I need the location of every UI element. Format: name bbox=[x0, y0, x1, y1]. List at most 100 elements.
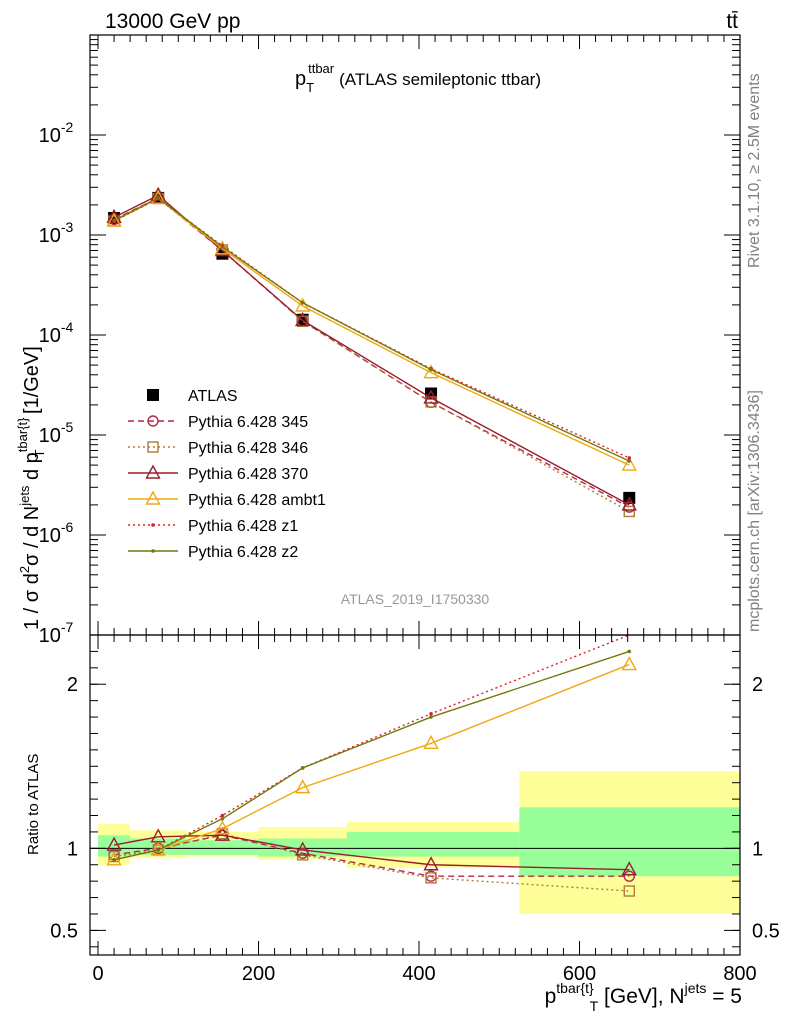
ratio-point-1-5 bbox=[623, 885, 635, 897]
main-y-axis-title: 1 / σ d2σ / d Njets d ptbar{t}T [1/GeV] bbox=[15, 346, 47, 630]
ratio-y-tick-label-right: 1 bbox=[752, 838, 763, 860]
main-y-tick-exponent: -5 bbox=[61, 419, 74, 435]
main-y-tick-exponent: -4 bbox=[61, 319, 74, 335]
legend-label-6: Pythia 6.428 z2 bbox=[188, 544, 298, 561]
main-point-5-5 bbox=[627, 456, 632, 460]
ratio-point-3-4 bbox=[423, 734, 439, 750]
main-point-4-0 bbox=[106, 212, 122, 227]
main-y-tick-base: 10 bbox=[39, 125, 61, 147]
legend-marker-5 bbox=[151, 523, 155, 527]
ratio-series-line-4 bbox=[113, 634, 630, 861]
ratio-point-4-2 bbox=[220, 813, 225, 818]
x-axis-title: ptbar{t} T [GeV], Njets = 5 bbox=[545, 980, 742, 1014]
x-tick-label-0: 0 bbox=[92, 963, 103, 985]
legend-label-1: Pythia 6.428 345 bbox=[188, 414, 308, 431]
main-y-tick-exponent: -3 bbox=[61, 219, 74, 235]
main-y-tick-label: 10-3 bbox=[39, 219, 74, 247]
xlabel-c: T bbox=[590, 998, 599, 1014]
ratio-point-5-1 bbox=[156, 848, 161, 852]
ratio-point-3-5 bbox=[621, 656, 637, 671]
main-series-4 bbox=[106, 189, 637, 471]
ratio-series-line-2 bbox=[113, 834, 630, 871]
legend-marker-6 bbox=[151, 549, 155, 553]
ylabel-c: σ / d N bbox=[21, 506, 43, 566]
legend-label-5: Pythia 6.428 z1 bbox=[188, 518, 298, 535]
main-point-6-2 bbox=[220, 245, 225, 249]
main-point-2-5 bbox=[623, 505, 635, 518]
x-tick-label-200: 200 bbox=[242, 963, 275, 985]
title-symbol-sup: ttbar bbox=[308, 61, 335, 76]
xlabel-e: jets bbox=[684, 980, 707, 996]
stat-uncertainty-band-5 bbox=[519, 807, 740, 877]
main-y-tick-label: 10-2 bbox=[39, 119, 74, 147]
legend-entry-5: Pythia 6.428 z1 bbox=[128, 518, 298, 535]
main-y-tick-base: 10 bbox=[39, 525, 61, 547]
legend-entry-4: Pythia 6.428 ambt1 bbox=[128, 490, 326, 509]
ratio-point-4-4 bbox=[429, 711, 433, 716]
ratio-panel-frame bbox=[89, 634, 741, 956]
main-point-6-3 bbox=[300, 300, 305, 305]
ratio-panel-series bbox=[106, 634, 637, 897]
ylabel-g: T bbox=[32, 450, 47, 458]
legend-entry-0: ATLAS bbox=[147, 388, 238, 405]
ratio-point-3-2 bbox=[214, 820, 231, 835]
ratio-point-5-3 bbox=[300, 766, 305, 770]
axis-ticks bbox=[90, 34, 741, 955]
stat-uncertainty-band-0 bbox=[98, 835, 131, 857]
main-series-1 bbox=[108, 192, 635, 513]
ratio-point-0-5 bbox=[623, 870, 635, 882]
main-point-4-1 bbox=[150, 189, 166, 205]
analysis-label: ATLAS_2019_I1750330 bbox=[341, 591, 490, 607]
legend-label-4: Pythia 6.428 ambt1 bbox=[188, 492, 326, 509]
ylabel-d: jets bbox=[17, 485, 32, 507]
xlabel-b: tbar{t} bbox=[556, 980, 594, 996]
legend-entry-1: Pythia 6.428 345 bbox=[128, 414, 308, 431]
main-point-3-5 bbox=[621, 496, 637, 511]
main-y-tick-base: 10 bbox=[39, 225, 61, 247]
main-y-tick-exponent: -6 bbox=[61, 519, 74, 535]
ratio-point-3-3 bbox=[294, 779, 311, 794]
uncertainty-bands bbox=[98, 771, 740, 914]
ratio-series-line-5 bbox=[113, 650, 630, 861]
ratio-y-tick-label-left: 2 bbox=[67, 674, 78, 696]
legend-marker-0 bbox=[147, 389, 159, 401]
ratio-point-5-0 bbox=[112, 858, 116, 862]
main-y-tick-label: 10-5 bbox=[39, 419, 74, 447]
process-label: tt̄ bbox=[726, 10, 738, 33]
ratio-point-5-2 bbox=[220, 816, 225, 821]
axis-tick-labels: 0 200 400 600 80010-710-610-510-410-310-20.5… bbox=[39, 119, 780, 985]
legend-entry-6: Pythia 6.428 z2 bbox=[128, 544, 298, 561]
main-series-0 bbox=[108, 191, 636, 504]
legend-marker-4 bbox=[145, 490, 161, 505]
main-point-4-2 bbox=[214, 240, 231, 255]
ylabel-a: 1 / σ d bbox=[21, 573, 43, 630]
ratio-point-5-4 bbox=[429, 715, 433, 719]
main-y-tick-exponent: -7 bbox=[61, 619, 74, 635]
main-panel-series bbox=[106, 186, 637, 518]
main-point-3-3 bbox=[294, 311, 311, 327]
legend-label-3: Pythia 6.428 370 bbox=[188, 466, 308, 483]
legend-entry-3: Pythia 6.428 370 bbox=[128, 464, 308, 483]
ratio-point-2-0 bbox=[106, 836, 122, 851]
stat-uncertainty-band-4 bbox=[346, 831, 520, 857]
main-y-tick-label: 10-7 bbox=[39, 619, 74, 647]
ratio-y-tick-label-left: 0.5 bbox=[50, 920, 78, 942]
ylabel-e: d p bbox=[21, 452, 43, 485]
main-series-line-6 bbox=[113, 197, 630, 462]
main-series-3 bbox=[106, 186, 637, 511]
legend-label-0: ATLAS bbox=[188, 388, 238, 405]
ratio-point-2-3 bbox=[294, 841, 311, 856]
legend-entry-2: Pythia 6.428 346 bbox=[128, 440, 308, 457]
title-symbol-sub: T bbox=[306, 80, 314, 95]
plot-title: pTttbar (ATLAS semileptonic ttbar) bbox=[295, 61, 541, 95]
ratio-point-2-4 bbox=[423, 856, 439, 871]
main-y-tick-base: 10 bbox=[39, 425, 61, 447]
mcplots-credit-label: mcplots.cern.ch [arXiv:1306.3436] bbox=[746, 390, 763, 632]
ylabel-h: [1/GeV] bbox=[21, 346, 43, 419]
main-point-6-4 bbox=[429, 367, 433, 372]
ylabel-b: 2 bbox=[17, 566, 32, 573]
xlabel-a: p bbox=[545, 985, 557, 1008]
main-series-line-2 bbox=[113, 197, 630, 513]
main-y-tick-label: 10-6 bbox=[39, 519, 74, 547]
